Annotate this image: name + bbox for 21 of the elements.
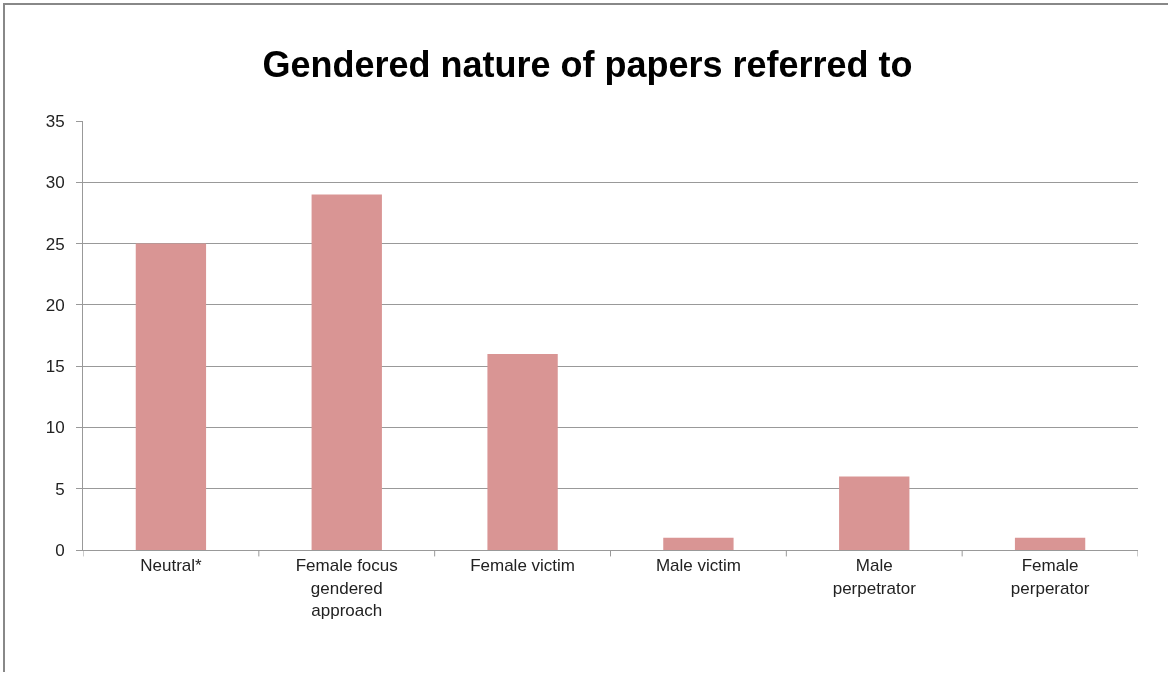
y-tick-label: 15 xyxy=(45,357,65,377)
chart-title: Gendered nature of papers referred to xyxy=(262,44,913,86)
x-tick-label: Female perperator xyxy=(1010,556,1090,598)
x-tick-label: Female focus gendered approach xyxy=(295,556,398,620)
y-tick-label: 5 xyxy=(55,479,65,499)
y-tick-label: 0 xyxy=(55,540,65,560)
y-tick-label: 25 xyxy=(45,234,65,254)
x-tick-label: Male victim xyxy=(655,556,741,576)
y-tick-label: 20 xyxy=(45,295,65,315)
y-tick-label: 30 xyxy=(45,173,65,193)
bar xyxy=(663,537,734,550)
x-tick-label: Neutral* xyxy=(140,556,203,576)
bar xyxy=(839,476,910,550)
y-tick-label: 35 xyxy=(45,111,65,131)
bar xyxy=(1014,537,1086,550)
bar xyxy=(487,353,558,550)
x-tick-label: Female victim xyxy=(470,556,576,576)
x-tick-label: Male perpetrator xyxy=(832,556,917,598)
bar xyxy=(311,194,382,550)
bar xyxy=(135,243,207,550)
y-tick-label: 10 xyxy=(45,418,65,438)
